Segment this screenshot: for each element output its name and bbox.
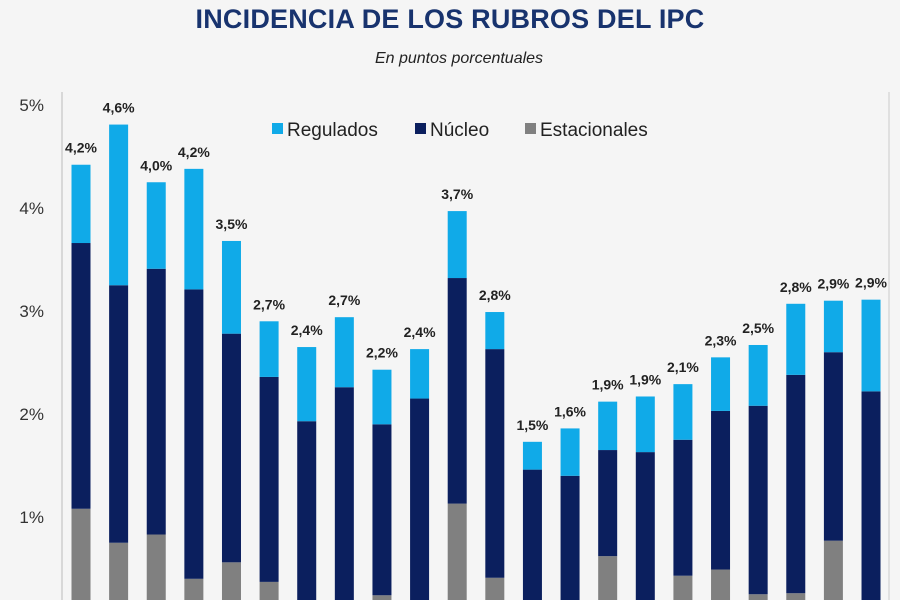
bar-segment-ncleo bbox=[635, 452, 655, 600]
bar-segment-estacionales bbox=[447, 503, 467, 600]
bar-segment-ncleo bbox=[673, 439, 693, 576]
data-label: 4,6% bbox=[103, 100, 135, 116]
bar-segment-regulados bbox=[410, 349, 430, 399]
bar-segment-regulados bbox=[485, 312, 505, 350]
bar-segment-regulados bbox=[447, 211, 467, 279]
legend-swatch bbox=[525, 123, 536, 134]
data-label: 2,8% bbox=[479, 287, 511, 303]
bar-segment-regulados bbox=[598, 401, 618, 451]
data-label: 2,3% bbox=[705, 332, 737, 348]
bar-segment-ncleo bbox=[71, 243, 91, 509]
bar-segment-estacionales bbox=[673, 575, 693, 600]
bar-segment-regulados bbox=[259, 321, 279, 377]
bar-segment-estacionales bbox=[598, 556, 618, 600]
bar-segment-ncleo bbox=[221, 333, 241, 563]
bar-segment-ncleo bbox=[410, 398, 430, 600]
chart-title: INCIDENCIA DE LOS RUBROS DEL IPC bbox=[195, 4, 705, 34]
legend-label: Estacionales bbox=[540, 120, 648, 141]
bar-segment-ncleo bbox=[297, 421, 317, 600]
data-label: 2,4% bbox=[404, 324, 436, 340]
chart-subtitle: En puntos porcentuales bbox=[374, 50, 544, 67]
bar-segment-regulados bbox=[673, 384, 693, 440]
bar-segment-estacionales bbox=[184, 578, 204, 600]
data-label: 4,2% bbox=[65, 140, 97, 156]
bar-segment-ncleo bbox=[485, 349, 505, 578]
data-label: 4,0% bbox=[140, 157, 172, 173]
bar-segment-regulados bbox=[146, 182, 166, 269]
data-label: 2,9% bbox=[855, 275, 887, 291]
bar-segment-regulados bbox=[372, 369, 392, 425]
bar-segment-estacionales bbox=[109, 542, 129, 600]
bar-segment-regulados bbox=[635, 396, 655, 453]
bar-segment-ncleo bbox=[522, 469, 542, 600]
data-label: 2,7% bbox=[328, 292, 360, 308]
bar-segment-estacionales bbox=[711, 569, 731, 600]
bar-segment-regulados bbox=[823, 300, 843, 353]
bar-segment-ncleo bbox=[861, 391, 881, 600]
bar-segment-ncleo bbox=[372, 424, 392, 596]
bar-segment-ncleo bbox=[598, 450, 618, 557]
y-tick-label: 2% bbox=[19, 405, 44, 424]
y-tick-label: 4% bbox=[19, 199, 44, 218]
bar-segment-estacionales bbox=[221, 562, 241, 600]
bar-segment-estacionales bbox=[786, 593, 806, 600]
data-label: 4,2% bbox=[178, 144, 210, 160]
bar-segment-regulados bbox=[522, 441, 542, 470]
bar-segment-estacionales bbox=[71, 508, 91, 600]
bar-segment-estacionales bbox=[372, 595, 392, 600]
data-label: 2,1% bbox=[667, 359, 699, 375]
bar-segment-ncleo bbox=[109, 285, 129, 543]
data-label: 3,7% bbox=[441, 186, 473, 202]
bar-segment-ncleo bbox=[786, 374, 806, 594]
data-label: 1,9% bbox=[629, 371, 661, 387]
bar-segment-ncleo bbox=[447, 278, 467, 504]
bar-segment-ncleo bbox=[334, 387, 354, 600]
bar-segment-regulados bbox=[711, 357, 731, 411]
bar-segment-estacionales bbox=[823, 540, 843, 600]
y-tick-label: 1% bbox=[19, 508, 44, 527]
bar-segment-estacionales bbox=[259, 581, 279, 600]
legend-label: Núcleo bbox=[430, 120, 489, 141]
data-label: 3,5% bbox=[216, 216, 248, 232]
data-label: 2,5% bbox=[742, 320, 774, 336]
data-label: 2,2% bbox=[366, 345, 398, 361]
data-label: 2,9% bbox=[817, 276, 849, 292]
bar-segment-ncleo bbox=[560, 475, 580, 600]
data-label: 2,4% bbox=[291, 322, 323, 338]
bar-segment-ncleo bbox=[184, 289, 204, 579]
bar-segment-regulados bbox=[786, 303, 806, 375]
bar-segment-regulados bbox=[560, 428, 580, 476]
bar-segment-regulados bbox=[184, 168, 204, 290]
data-label: 2,7% bbox=[253, 296, 285, 312]
data-label: 1,9% bbox=[592, 377, 624, 393]
bar-segment-ncleo bbox=[823, 352, 843, 541]
bar-segment-regulados bbox=[71, 164, 91, 244]
bar-segment-regulados bbox=[334, 317, 354, 388]
bar-segment-regulados bbox=[109, 124, 129, 286]
bar-segment-estacionales bbox=[485, 577, 505, 600]
bar-segment-regulados bbox=[297, 347, 317, 422]
bar-segment-estacionales bbox=[748, 594, 768, 600]
legend-swatch bbox=[415, 123, 426, 134]
bar-segment-regulados bbox=[861, 299, 881, 392]
bar-segment-regulados bbox=[221, 240, 241, 334]
data-label: 1,5% bbox=[516, 417, 548, 433]
data-label: 2,8% bbox=[780, 279, 812, 295]
bar-segment-ncleo bbox=[748, 405, 768, 595]
bar-segment-ncleo bbox=[711, 410, 731, 570]
bar-segment-ncleo bbox=[259, 376, 279, 582]
bar-segment-ncleo bbox=[146, 268, 166, 535]
bar-segment-estacionales bbox=[146, 534, 166, 600]
legend-swatch bbox=[272, 123, 283, 134]
y-tick-label: 3% bbox=[19, 302, 44, 321]
data-label: 1,6% bbox=[554, 403, 586, 419]
y-tick-label: 5% bbox=[19, 96, 44, 115]
legend-label: Regulados bbox=[287, 120, 378, 141]
bar-segment-regulados bbox=[748, 344, 768, 406]
